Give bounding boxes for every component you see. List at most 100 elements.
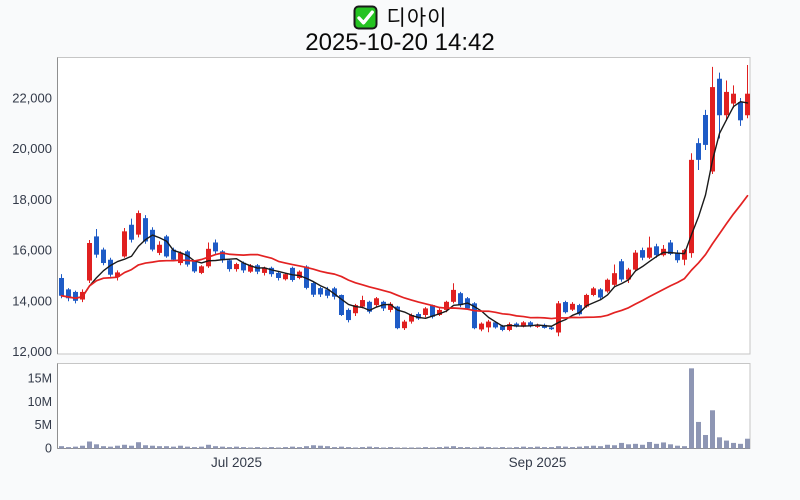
volume-bar	[731, 442, 736, 449]
candle-body	[668, 242, 673, 254]
candle-body	[626, 269, 631, 280]
candle-body	[220, 251, 225, 261]
volume-bar	[115, 445, 120, 449]
candle-body	[675, 252, 680, 261]
price-panel	[57, 57, 751, 355]
volume-bar	[59, 446, 64, 449]
volume-bar	[409, 447, 414, 449]
volume-bar	[255, 447, 260, 449]
volume-bar	[332, 447, 337, 449]
volume-bar	[528, 447, 533, 449]
volume-bar	[710, 410, 715, 449]
candle-body	[507, 324, 512, 330]
candle-body	[185, 251, 190, 265]
candle-body	[157, 244, 162, 253]
volume-bar	[724, 440, 729, 449]
volume-bar	[353, 447, 358, 449]
candle-body	[66, 289, 71, 299]
volume-bar	[374, 447, 379, 449]
candle-body	[731, 93, 736, 104]
candle-body	[535, 325, 540, 327]
candle-body	[143, 218, 148, 242]
candle-body	[591, 288, 596, 295]
candle-body	[262, 267, 267, 273]
candle-body	[689, 159, 694, 254]
candle-body	[241, 262, 246, 271]
volume-bar	[612, 445, 617, 449]
candle-body	[290, 267, 295, 281]
candle-body	[304, 266, 309, 288]
candle-body	[612, 273, 617, 285]
candle-body	[437, 309, 442, 315]
volume-bar	[262, 447, 267, 449]
volume-bar	[101, 446, 106, 449]
volume-bar	[248, 447, 253, 449]
volume-bar	[346, 447, 351, 449]
candle-body	[619, 261, 624, 280]
candle-body	[94, 236, 99, 255]
chart-title-row: 디아이	[0, 3, 800, 31]
volume-bar	[213, 446, 218, 449]
volume-bar	[444, 446, 449, 449]
candle-body	[472, 303, 477, 329]
candle-body	[178, 252, 183, 264]
volume-bar	[661, 442, 666, 449]
volume-bar	[87, 441, 92, 449]
volume-bar	[73, 446, 78, 449]
volume-bar	[94, 444, 99, 449]
candle-body	[458, 293, 463, 306]
volume-bar	[535, 446, 540, 449]
ma-short-line	[60, 100, 749, 327]
candle-body	[325, 289, 330, 296]
candle-body	[500, 326, 505, 330]
x-tick-label: Jul 2025	[211, 455, 262, 470]
volume-bar	[682, 446, 687, 449]
volume-bar	[738, 443, 743, 449]
volume-bar	[451, 446, 456, 449]
checkbox-svg	[353, 5, 378, 29]
volume-bar	[304, 446, 309, 449]
volume-tick-label: 10M	[28, 395, 52, 409]
candle-body	[374, 298, 379, 306]
candle-body	[115, 272, 120, 277]
candle-body	[493, 322, 498, 328]
volume-bar	[507, 447, 512, 449]
volume-bar	[178, 445, 183, 449]
volume-bar	[129, 445, 134, 449]
volume-bar	[430, 447, 435, 449]
volume-bar	[136, 442, 141, 449]
green-checkbox-icon	[353, 5, 378, 30]
volume-bar	[80, 445, 85, 449]
stock-name: 디아이	[386, 7, 448, 30]
volume-bar	[654, 443, 659, 449]
candle-body	[647, 247, 652, 258]
volume-bar	[423, 447, 428, 449]
volume-bar	[360, 447, 365, 449]
candle-body	[248, 265, 253, 272]
volume-tick-label: 15M	[28, 372, 52, 386]
candle-body	[682, 250, 687, 260]
volume-bar	[297, 447, 302, 449]
volume-bar	[395, 447, 400, 449]
candle-body	[451, 289, 456, 302]
candle-body	[633, 252, 638, 270]
volume-bar	[269, 447, 274, 449]
x-axis-tick-labels: Jul 2025 Sep 2025	[211, 455, 566, 470]
candle-body	[73, 291, 78, 301]
candle-body	[738, 102, 743, 121]
candle-body	[514, 323, 519, 327]
candle-body	[549, 327, 554, 330]
volume-bar	[199, 446, 204, 449]
volume-bar	[108, 446, 113, 449]
candle-body	[717, 78, 722, 116]
volume-bar	[570, 447, 575, 449]
volume-bar	[367, 446, 372, 449]
volume-bar	[234, 446, 239, 449]
volume-bar	[325, 446, 330, 449]
candle-body	[409, 314, 414, 322]
volume-bar	[311, 445, 316, 449]
candle-body	[150, 229, 155, 250]
candle-body	[598, 289, 603, 298]
